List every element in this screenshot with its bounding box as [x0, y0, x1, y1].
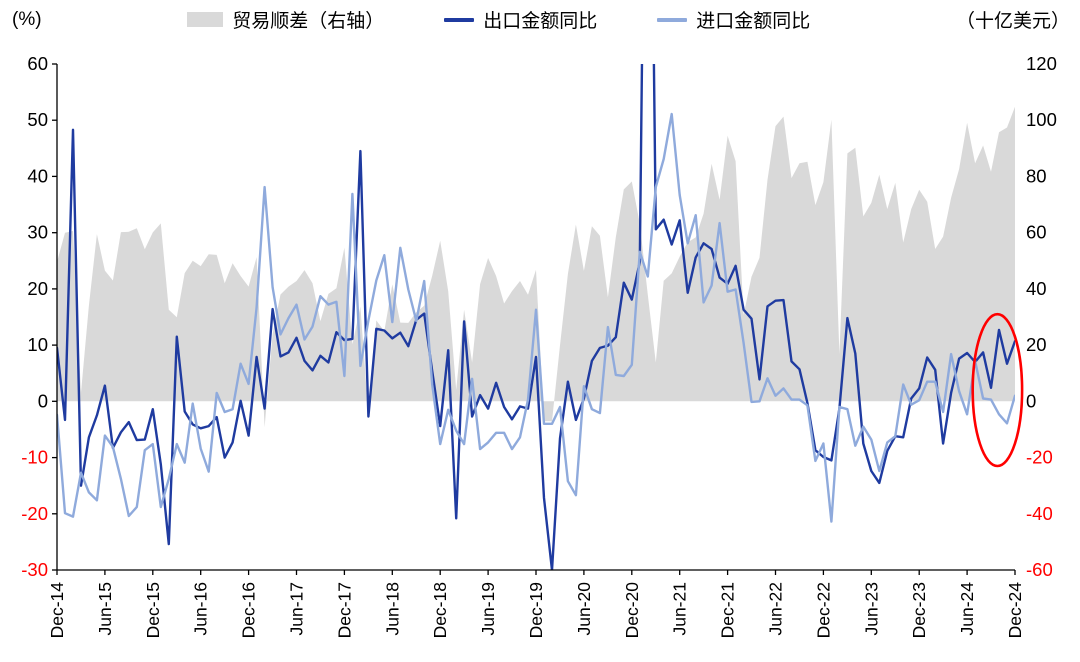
- left-tick-label: 50: [27, 109, 48, 130]
- surplus-area: [57, 106, 1015, 428]
- left-axis-unit: (%): [12, 8, 42, 30]
- right-tick-label: 0: [1026, 390, 1036, 411]
- x-tick-label: Dec-16: [239, 582, 259, 638]
- highlight-ellipse: [971, 312, 1024, 468]
- left-tick-label: 0: [38, 390, 48, 411]
- area-swatch-icon: [187, 12, 224, 27]
- x-tick-label: Jun-16: [191, 582, 211, 636]
- left-tick-label: 40: [27, 165, 48, 186]
- legend-label: 进口金额同比: [696, 11, 811, 32]
- right-tick-label: 80: [1026, 165, 1047, 186]
- right-tick-label: -40: [1026, 503, 1053, 524]
- export-line: [57, 64, 1015, 570]
- x-tick-label: Dec-17: [334, 582, 354, 638]
- left-tick-label: 10: [27, 334, 48, 355]
- x-tick-label: Jun-23: [861, 582, 881, 636]
- line-swatch-icon: [444, 17, 475, 22]
- x-tick-label: Dec-18: [430, 582, 450, 638]
- left-tick-label: -20: [21, 503, 48, 524]
- x-tick-label: Jun-19: [478, 582, 498, 636]
- x-tick-label: Dec-19: [526, 582, 546, 638]
- right-tick-label: 100: [1026, 109, 1057, 130]
- x-tick-label: Dec-14: [47, 582, 67, 639]
- x-tick-label: Dec-24: [1005, 582, 1025, 639]
- x-tick-label: Dec-23: [909, 582, 929, 638]
- right-tick-label: -20: [1026, 447, 1053, 468]
- right-axis-unit: （十亿美元）: [955, 11, 1070, 32]
- line-swatch-icon: [657, 17, 688, 22]
- x-tick-label: Jun-21: [670, 582, 690, 636]
- x-tick-label: Jun-15: [95, 582, 115, 636]
- right-tick-label: 120: [1026, 53, 1057, 74]
- x-tick-label: Jun-24: [957, 582, 977, 636]
- x-tick-label: Dec-22: [813, 582, 833, 638]
- legend-label: 贸易顺差（右轴）: [232, 11, 385, 32]
- left-tick-label: -10: [21, 447, 48, 468]
- chart-header: (%) 贸易顺差（右轴） 出口金额同比 进口金额同比 （十亿美元）: [12, 6, 1070, 33]
- legend-item-surplus: 贸易顺差（右轴）: [187, 6, 384, 33]
- x-tick-label: Dec-15: [143, 582, 163, 638]
- x-tick-label: Jun-20: [574, 582, 594, 636]
- legend-label: 出口金额同比: [483, 11, 598, 32]
- right-tick-label: 40: [1026, 278, 1047, 299]
- x-tick-label: Dec-21: [718, 582, 738, 638]
- legend-item-export: 出口金额同比: [444, 6, 597, 33]
- right-tick-label: 60: [1026, 222, 1047, 243]
- left-tick-label: 20: [27, 278, 48, 299]
- left-tick-label: 60: [27, 53, 48, 74]
- legend-item-import: 进口金额同比: [657, 6, 810, 33]
- right-tick-label: -60: [1026, 559, 1053, 580]
- x-tick-label: Jun-22: [766, 582, 786, 636]
- left-tick-label: -30: [21, 559, 48, 580]
- import-line: [57, 112, 1015, 523]
- x-tick-label: Jun-17: [287, 582, 307, 636]
- right-tick-label: 20: [1026, 334, 1047, 355]
- left-tick-label: 30: [27, 222, 48, 243]
- x-tick-label: Dec-20: [622, 582, 642, 639]
- x-tick-label: Jun-18: [382, 582, 402, 636]
- chart-legend: 贸易顺差（右轴） 出口金额同比 进口金额同比: [42, 6, 956, 33]
